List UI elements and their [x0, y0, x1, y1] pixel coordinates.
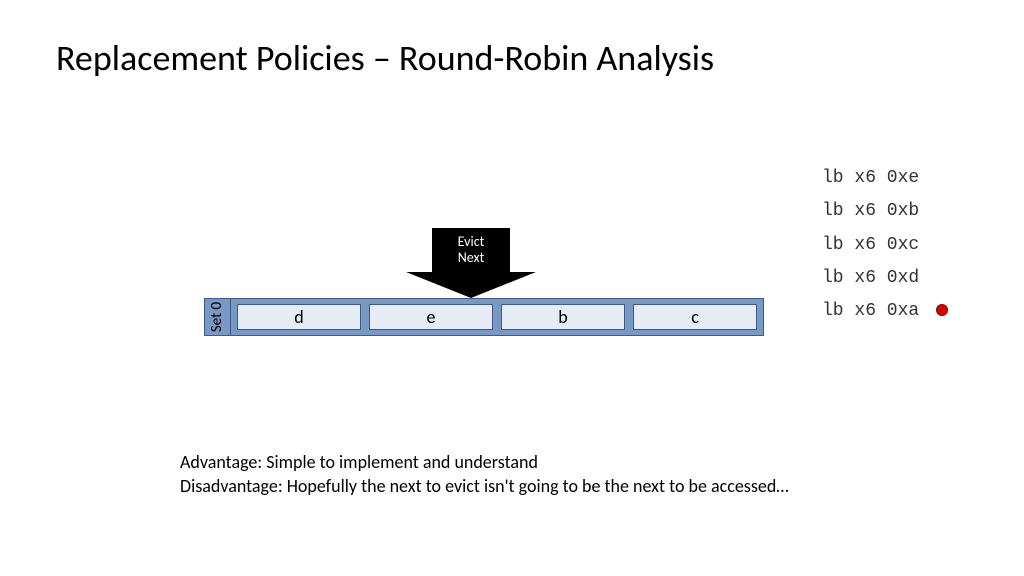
way-2: b: [501, 304, 625, 330]
way-3: c: [633, 304, 757, 330]
notes-line2: Disadvantage: Hopefully the next to evic…: [180, 474, 789, 498]
instruction-2: lb x6 0xc: [822, 229, 919, 262]
cache-set: Set 0 d e b c: [204, 298, 764, 336]
evict-arrow-body: Evict Next: [432, 228, 510, 272]
way-0: d: [237, 304, 361, 330]
evict-arrow-head-icon: [406, 272, 536, 298]
notes-line1: Advantage: Simple to implement and under…: [180, 450, 789, 474]
current-instruction-marker-icon: [936, 304, 948, 316]
set-label: Set 0: [205, 299, 231, 335]
instruction-0: lb x6 0xe: [822, 162, 919, 195]
set-label-text: Set 0: [209, 302, 227, 332]
instruction-1: lb x6 0xb: [822, 195, 919, 228]
instruction-list: lb x6 0xe lb x6 0xb lb x6 0xc lb x6 0xd …: [822, 162, 919, 328]
evict-label-line1: Evict: [458, 234, 485, 250]
slide-title: Replacement Policies – Round-Robin Analy…: [56, 36, 714, 80]
evict-label-line2: Next: [458, 250, 485, 266]
ways-container: d e b c: [231, 299, 763, 335]
instruction-3: lb x6 0xd: [822, 262, 919, 295]
evict-arrow: Evict Next: [406, 228, 536, 298]
instruction-4: lb x6 0xa: [822, 295, 919, 328]
way-1: e: [369, 304, 493, 330]
notes: Advantage: Simple to implement and under…: [180, 450, 789, 499]
